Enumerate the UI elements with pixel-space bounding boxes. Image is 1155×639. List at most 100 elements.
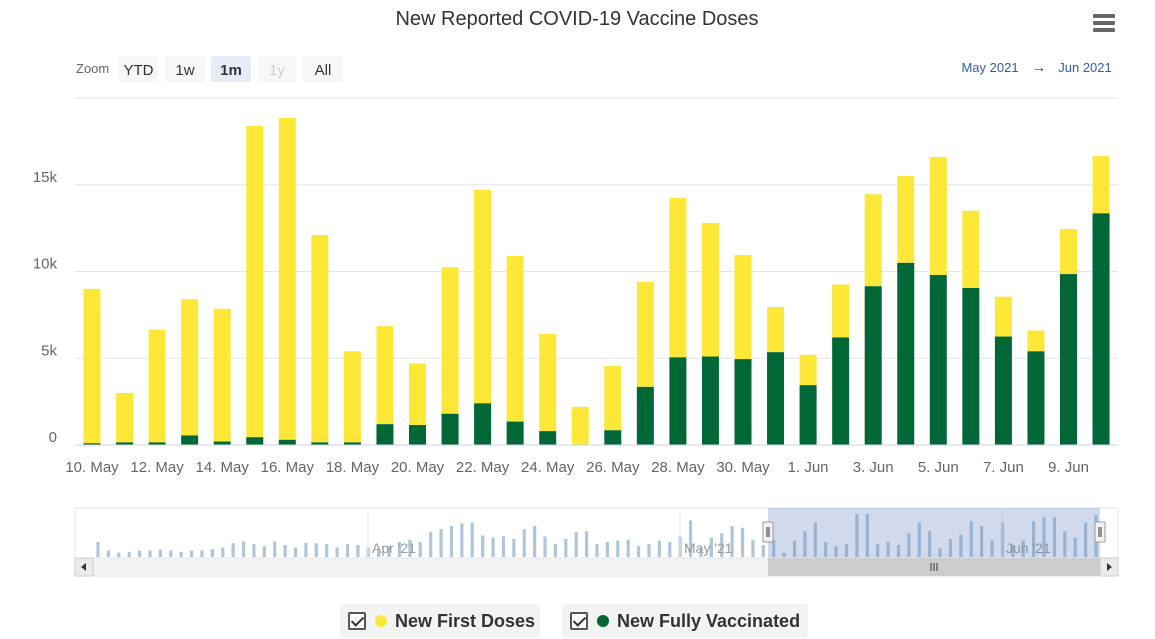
bar-first-doses (669, 197, 687, 358)
x-tick-label: 1. Jun (788, 459, 829, 476)
bar-first-doses (767, 307, 785, 353)
navigator-bar (699, 547, 703, 557)
navigator-bar (169, 550, 173, 557)
navigator-bar (491, 537, 495, 557)
bar-fully-vaccinated (116, 442, 134, 445)
bars (83, 117, 1110, 445)
navigator-bar (709, 537, 713, 557)
range-from[interactable]: May 2021 (961, 60, 1018, 75)
x-tick-label: 14. May (196, 459, 250, 476)
y-tick-label: 5k (41, 342, 57, 359)
navigator-bar (210, 549, 214, 557)
navigator-handle-left[interactable] (762, 521, 774, 543)
bar-fully-vaccinated (636, 386, 654, 445)
navigator-bar (481, 535, 485, 557)
bar-group (1060, 228, 1077, 445)
hamburger-menu-icon[interactable] (1093, 14, 1115, 34)
range-to[interactable]: Jun 2021 (1058, 60, 1112, 75)
bar-group (343, 351, 361, 445)
bar-group (181, 299, 199, 445)
bar-first-doses (246, 125, 264, 438)
navigator-bar (938, 548, 942, 557)
bar-first-doses (799, 354, 817, 386)
x-tick-label: 9. Jun (1048, 459, 1089, 476)
navigator-bar (418, 541, 422, 557)
x-tick-label: 20. May (391, 459, 445, 476)
bar-group (669, 197, 687, 445)
scroll-right-button[interactable] (1099, 557, 1119, 577)
range-arrow: → (1032, 59, 1046, 75)
navigator-bar (886, 541, 890, 557)
navigator-bar (855, 514, 859, 557)
checkbox-icon[interactable] (570, 612, 588, 630)
legend-item-fully-vaccinated[interactable]: New Fully Vaccinated (562, 604, 808, 638)
bar-first-doses (278, 117, 296, 440)
scroll-left-button[interactable] (74, 557, 94, 577)
navigator-bar (356, 544, 360, 557)
bar-first-doses (701, 222, 719, 357)
bar-fully-vaccinated (701, 356, 719, 445)
legend-item-first-doses[interactable]: New First Doses (340, 604, 540, 638)
bar-first-doses (181, 299, 199, 436)
checkbox-icon[interactable] (348, 612, 366, 630)
bar-group (734, 255, 752, 445)
bar-fully-vaccinated (278, 439, 296, 445)
bar-group (213, 308, 231, 445)
y-tick-label: 0 (49, 429, 57, 446)
bar-first-doses (441, 267, 459, 414)
y-tick-label: 10k (33, 256, 58, 273)
navigator-bar (616, 540, 620, 557)
bar-fully-vaccinated (799, 385, 817, 445)
navigator-bar (335, 547, 339, 557)
navigator-bar (1063, 531, 1067, 557)
navigator-bar (782, 552, 786, 557)
bar-group (148, 329, 166, 445)
bar-group (506, 255, 524, 445)
scrollbar-thumb[interactable] (768, 558, 1102, 576)
bar-group (116, 392, 134, 445)
navigator-bar (429, 532, 433, 557)
bar-fully-vaccinated (1092, 213, 1110, 445)
bar-group (246, 125, 264, 445)
zoom-button-all[interactable]: All (303, 56, 343, 82)
navigator-labels: Apr '21 May '21 Jun '21 (372, 540, 1051, 556)
navigator-bar (917, 522, 921, 557)
navigator-bar (148, 550, 152, 557)
navigator-handle-right[interactable] (1094, 521, 1106, 543)
legend-dot-icon (375, 615, 387, 627)
navigator-bar (397, 541, 402, 557)
bar-fully-vaccinated (1027, 351, 1045, 445)
navigator-bar (595, 544, 599, 557)
y-tick-label: 15k (33, 169, 58, 186)
x-tick-label: 7. Jun (983, 459, 1024, 476)
bar-group (636, 281, 654, 445)
navigator-bar (189, 550, 194, 557)
navigator-bar (325, 544, 329, 557)
navigator-gridlines (367, 508, 1003, 558)
navigator-selection[interactable] (768, 508, 1100, 558)
zoom-button-bg (303, 56, 343, 82)
bar-first-doses (897, 176, 915, 263)
navigator-bar (470, 522, 474, 557)
navigator-bar (543, 536, 547, 557)
zoom-button-ytd[interactable]: YTD (119, 56, 158, 82)
bar-first-doses (343, 351, 361, 443)
navigator-bars (96, 514, 1098, 557)
x-tick-label: 24. May (521, 459, 575, 476)
zoom-button-1m[interactable]: 1m (211, 56, 251, 82)
navigator-bar (1011, 544, 1015, 557)
bar-group (474, 189, 492, 445)
navigator-bar (948, 538, 953, 557)
navigator-bar (553, 544, 558, 557)
x-tick-label: 10. May (65, 459, 119, 476)
bar-group (409, 363, 426, 445)
navigator-bar (668, 541, 672, 557)
zoom-button-1w[interactable]: 1w (165, 56, 205, 82)
navigator-bar (720, 533, 724, 557)
bar-fully-vaccinated (962, 287, 980, 445)
navigator-bar (803, 531, 807, 557)
navigator-bar (792, 540, 797, 557)
bar-fully-vaccinated (343, 442, 361, 445)
bar-group (929, 156, 947, 445)
navigator-bar (387, 546, 391, 557)
